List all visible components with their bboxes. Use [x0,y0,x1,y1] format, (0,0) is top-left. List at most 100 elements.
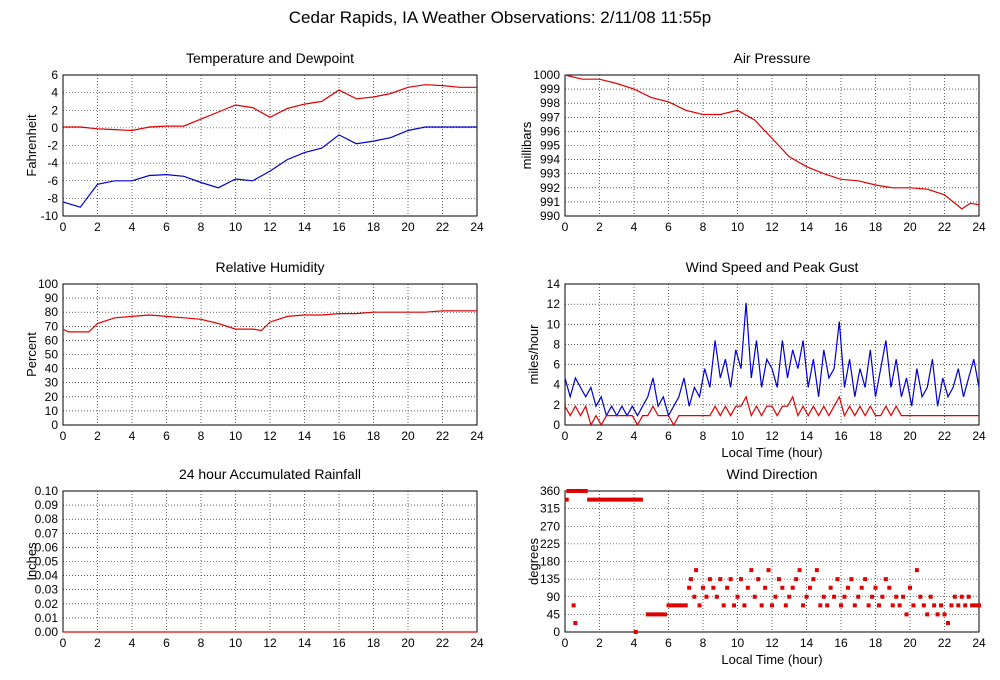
data-point [873,585,878,590]
y-tick-label: 1000 [533,68,560,82]
y-tick-label: 70 [45,319,59,333]
y-tick-label: 10 [547,317,561,331]
data-point [692,594,697,599]
x-tick-label: 16 [332,636,346,650]
data-point [600,497,605,502]
y-tick-label: -10 [41,209,59,223]
x-tick-label: 0 [562,220,569,234]
x-tick-label: 20 [903,429,917,443]
y-tick-label: 10 [45,404,59,418]
y-tick-label: 60 [45,333,59,347]
x-tick-label: 24 [972,636,986,650]
y-tick-label: -4 [47,156,58,170]
x-tick-label: 6 [163,636,170,650]
y-tick-label: 2 [553,398,560,412]
data-point [794,577,799,582]
y-tick-label: -6 [47,174,58,188]
x-tick-label: 24 [470,429,484,443]
y-axis-label: Percent [24,332,39,377]
y-tick-label: 315 [540,502,560,516]
y-axis-label: millibars [519,121,534,169]
y-tick-label: 0.04 [35,569,59,583]
data-point [845,585,850,590]
x-tick-label: 14 [298,636,312,650]
data-point [756,577,761,582]
y-tick-label: 100 [38,277,58,291]
x-axis-label: Local Time (hour) [721,445,822,460]
data-point [821,594,826,599]
x-tick-label: 22 [436,429,450,443]
y-tick-label: 996 [540,124,560,138]
data-point [856,594,861,599]
data-point [894,594,899,599]
data-point [673,603,678,608]
y-tick-label: 20 [45,390,59,404]
data-point [977,603,981,608]
data-point [928,594,933,599]
x-axis-label: Local Time (hour) [721,652,822,667]
y-tick-label: 994 [540,153,560,167]
data-point [952,594,957,599]
x-tick-label: 6 [665,429,672,443]
x-tick-label: 8 [700,636,707,650]
x-tick-label: 16 [834,636,848,650]
y-tick-label: 991 [540,195,560,209]
data-point [797,568,802,573]
data-point [880,594,885,599]
data-point [714,594,719,599]
data-point [770,603,774,608]
x-tick-label: 6 [665,220,672,234]
data-point [942,612,947,617]
data-point [887,585,892,590]
data-point [832,594,837,599]
x-tick-label: 12 [765,636,779,650]
x-tick-label: 10 [731,636,745,650]
data-point [890,603,895,608]
series-line [564,74,980,210]
data-point [635,497,640,502]
x-tick-label: 10 [229,429,243,443]
x-tick-label: 24 [972,220,986,234]
data-point [594,497,599,502]
data-point [776,577,781,582]
y-tick-label: 6 [51,68,58,82]
data-point [876,603,881,608]
data-point [804,594,809,599]
x-tick-label: 18 [367,220,381,234]
y-axis-label: miles/hour [526,324,541,385]
data-point [935,612,940,617]
y-tick-label: 270 [540,519,560,533]
data-point [669,603,674,608]
x-tick-label: 2 [596,636,603,650]
x-tick-label: 6 [163,220,170,234]
x-tick-label: 14 [800,636,814,650]
y-tick-label: 0 [51,418,58,432]
data-point [618,497,623,502]
x-tick-label: 24 [470,636,484,650]
data-point [625,497,630,502]
data-point [925,612,930,617]
y-tick-label: -8 [47,191,58,205]
y-tick-label: 4 [51,86,58,100]
y-tick-label: 0.09 [35,498,59,512]
x-tick-label: 4 [129,636,136,650]
x-tick-label: 24 [972,429,986,443]
series-line [62,126,477,208]
data-point [659,612,664,617]
data-point [790,585,795,590]
series-line [62,310,477,333]
x-tick-label: 8 [700,220,707,234]
x-tick-label: 4 [631,429,638,443]
y-tick-label: 0.01 [35,611,59,625]
x-tick-label: 4 [129,429,136,443]
y-tick-label: 0.00 [35,625,59,639]
data-point [835,577,840,582]
y-tick-label: 6 [553,358,560,372]
data-point [573,620,578,625]
